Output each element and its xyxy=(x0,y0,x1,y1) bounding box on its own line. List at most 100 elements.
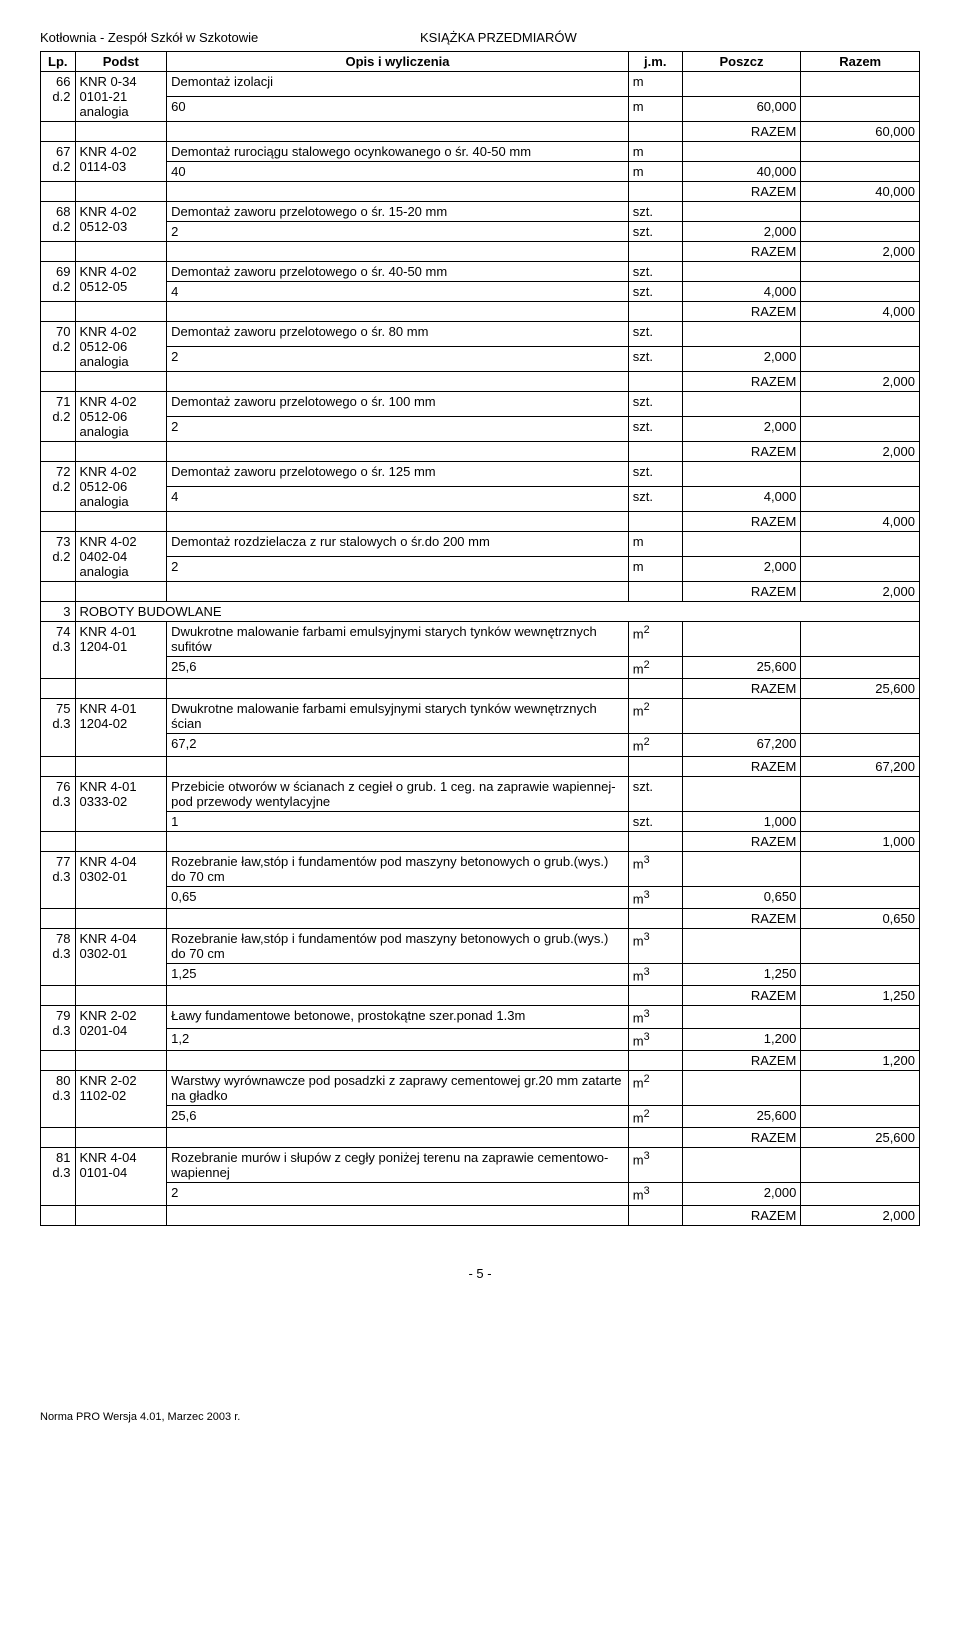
jm-cell: szt. xyxy=(628,262,682,282)
calc-jm: szt. xyxy=(628,811,682,831)
poszcz-cell xyxy=(682,1006,801,1028)
lp-cell: 75d.3 xyxy=(41,699,76,756)
opis-cell: Demontaż zaworu przelotowego o śr. 15-20… xyxy=(167,202,629,222)
lp-cell: 76d.3 xyxy=(41,776,76,831)
jm-cell: szt. xyxy=(628,462,682,487)
calc-row: 1,25m31,250 xyxy=(41,963,920,985)
empty xyxy=(75,582,167,602)
razem-cell xyxy=(801,202,920,222)
calc-jm: m xyxy=(628,557,682,582)
opis-cell: Warstwy wyrównawcze pod posadzki z zapra… xyxy=(167,1070,629,1105)
opis-cell: Demontaż izolacji xyxy=(167,72,629,97)
poszcz-cell xyxy=(682,928,801,963)
razem-row: RAZEM2,000 xyxy=(41,1205,920,1225)
jm-cell: szt. xyxy=(628,202,682,222)
opis-cell: Rozebranie ław,stóp i fundamentów pod ma… xyxy=(167,928,629,963)
razem-value: 2,000 xyxy=(801,372,920,392)
podst-cell: KNR 0-340101-21analogia xyxy=(75,72,167,122)
jm-cell: m3 xyxy=(628,1148,682,1183)
empty xyxy=(75,372,167,392)
calc-val: 2,000 xyxy=(682,557,801,582)
calc-row: 2szt.2,000 xyxy=(41,222,920,242)
item-row: 75d.3KNR 4-011204-02Dwukrotne malowanie … xyxy=(41,699,920,734)
razem-label: RAZEM xyxy=(682,986,801,1006)
razem-cell xyxy=(801,1148,920,1183)
col-lp: Lp. xyxy=(41,52,76,72)
calc-val: 4,000 xyxy=(682,487,801,512)
calc-val: 25,600 xyxy=(682,657,801,679)
lp-cell: 71d.2 xyxy=(41,392,76,442)
razem-cell xyxy=(801,72,920,97)
empty xyxy=(75,122,167,142)
calc-opis: 4 xyxy=(167,487,629,512)
razem-row: RAZEM1,000 xyxy=(41,831,920,851)
lp-cell: 67d.2 xyxy=(41,142,76,182)
col-razem: Razem xyxy=(801,52,920,72)
jm-cell: m2 xyxy=(628,1070,682,1105)
item-row: 74d.3KNR 4-011204-01Dwukrotne malowanie … xyxy=(41,622,920,657)
empty xyxy=(167,1128,629,1148)
empty xyxy=(41,442,76,462)
calc-jm: szt. xyxy=(628,222,682,242)
calc-empty xyxy=(801,963,920,985)
calc-jm: m3 xyxy=(628,1183,682,1205)
empty xyxy=(75,679,167,699)
razem-label: RAZEM xyxy=(682,242,801,262)
empty xyxy=(628,831,682,851)
empty xyxy=(628,1128,682,1148)
item-row: 67d.2KNR 4-020114-03Demontaż rurociągu s… xyxy=(41,142,920,162)
header-right: KSIĄŻKA PRZEDMIARÓW xyxy=(420,30,920,45)
razem-cell xyxy=(801,392,920,417)
table-header-row: Lp. Podst Opis i wyliczenia j.m. Poszcz … xyxy=(41,52,920,72)
razem-cell xyxy=(801,776,920,811)
calc-opis: 0,65 xyxy=(167,886,629,908)
empty xyxy=(628,122,682,142)
razem-value: 2,000 xyxy=(801,442,920,462)
item-row: 69d.2KNR 4-020512-05Demontaż zaworu prze… xyxy=(41,262,920,282)
empty xyxy=(628,1205,682,1225)
calc-val: 2,000 xyxy=(682,347,801,372)
calc-val: 2,000 xyxy=(682,1183,801,1205)
razem-label: RAZEM xyxy=(682,831,801,851)
specification-table: Lp. Podst Opis i wyliczenia j.m. Poszcz … xyxy=(40,51,920,1226)
empty xyxy=(628,302,682,322)
calc-opis: 60 xyxy=(167,97,629,122)
col-podst: Podst xyxy=(75,52,167,72)
calc-jm: m3 xyxy=(628,1028,682,1050)
empty xyxy=(75,756,167,776)
calc-val: 2,000 xyxy=(682,417,801,442)
razem-row: RAZEM1,250 xyxy=(41,986,920,1006)
empty xyxy=(628,442,682,462)
item-row: 76d.3KNR 4-010333-02Przebicie otworów w … xyxy=(41,776,920,811)
opis-cell: Dwukrotne malowanie farbami emulsyjnymi … xyxy=(167,622,629,657)
empty xyxy=(75,908,167,928)
razem-label: RAZEM xyxy=(682,372,801,392)
calc-jm: m3 xyxy=(628,886,682,908)
podst-cell: KNR 4-040101-04 xyxy=(75,1148,167,1205)
empty xyxy=(75,242,167,262)
opis-cell: Rozebranie ław,stóp i fundamentów pod ma… xyxy=(167,851,629,886)
empty xyxy=(41,182,76,202)
lp-cell: 73d.2 xyxy=(41,532,76,582)
poszcz-cell xyxy=(682,202,801,222)
empty xyxy=(628,986,682,1006)
empty xyxy=(167,986,629,1006)
podst-cell: KNR 4-011204-02 xyxy=(75,699,167,756)
calc-empty xyxy=(801,557,920,582)
empty xyxy=(167,831,629,851)
calc-val: 1,200 xyxy=(682,1028,801,1050)
poszcz-cell xyxy=(682,622,801,657)
razem-row: RAZEM4,000 xyxy=(41,512,920,532)
empty xyxy=(628,1050,682,1070)
jm-cell: m2 xyxy=(628,699,682,734)
empty xyxy=(41,1050,76,1070)
calc-empty xyxy=(801,487,920,512)
razem-value: 4,000 xyxy=(801,302,920,322)
calc-opis: 2 xyxy=(167,347,629,372)
razem-cell xyxy=(801,1006,920,1028)
poszcz-cell xyxy=(682,262,801,282)
poszcz-cell xyxy=(682,322,801,347)
razem-label: RAZEM xyxy=(682,1205,801,1225)
razem-label: RAZEM xyxy=(682,442,801,462)
empty xyxy=(628,372,682,392)
